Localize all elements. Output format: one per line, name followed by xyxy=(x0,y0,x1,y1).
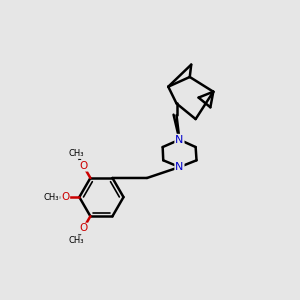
Text: O: O xyxy=(79,224,87,233)
Text: N: N xyxy=(175,135,184,145)
Text: O: O xyxy=(61,192,69,202)
Text: N: N xyxy=(175,162,184,172)
Text: CH₃: CH₃ xyxy=(69,236,84,245)
Text: CH₃: CH₃ xyxy=(69,149,84,158)
Text: O: O xyxy=(79,161,87,171)
Text: CH₃: CH₃ xyxy=(44,193,59,202)
